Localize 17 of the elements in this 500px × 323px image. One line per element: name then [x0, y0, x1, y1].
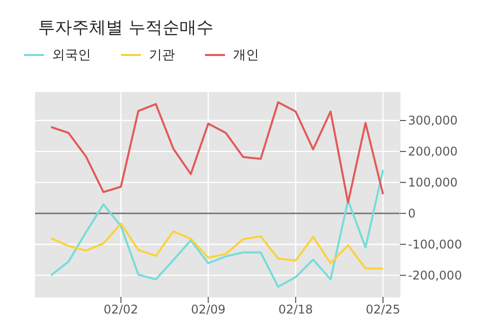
legend-label: 외국인 — [52, 47, 91, 64]
y-tick-label: 200,000 — [408, 144, 458, 159]
legend-label: 기관 — [149, 47, 175, 64]
line-series — [50, 222, 384, 270]
y-tick-label: -100,000 — [408, 238, 462, 252]
x-tick-label: 02/18 — [278, 302, 313, 317]
line-series — [50, 101, 384, 204]
legend-label: 개인 — [233, 47, 259, 64]
line-series — [50, 169, 384, 288]
x-tick-label: 02/09 — [190, 302, 226, 317]
x-tick-label: 02/25 — [366, 302, 400, 317]
chart-title: 투자주체별 누적순매수 — [38, 17, 214, 39]
y-tick-label: 300,000 — [408, 114, 458, 128]
y-tick-label: -200,000 — [408, 268, 462, 283]
x-tick-label: 02/02 — [104, 302, 138, 317]
y-tick-label: 0 — [408, 206, 416, 221]
y-tick-label: 100,000 — [408, 176, 458, 190]
